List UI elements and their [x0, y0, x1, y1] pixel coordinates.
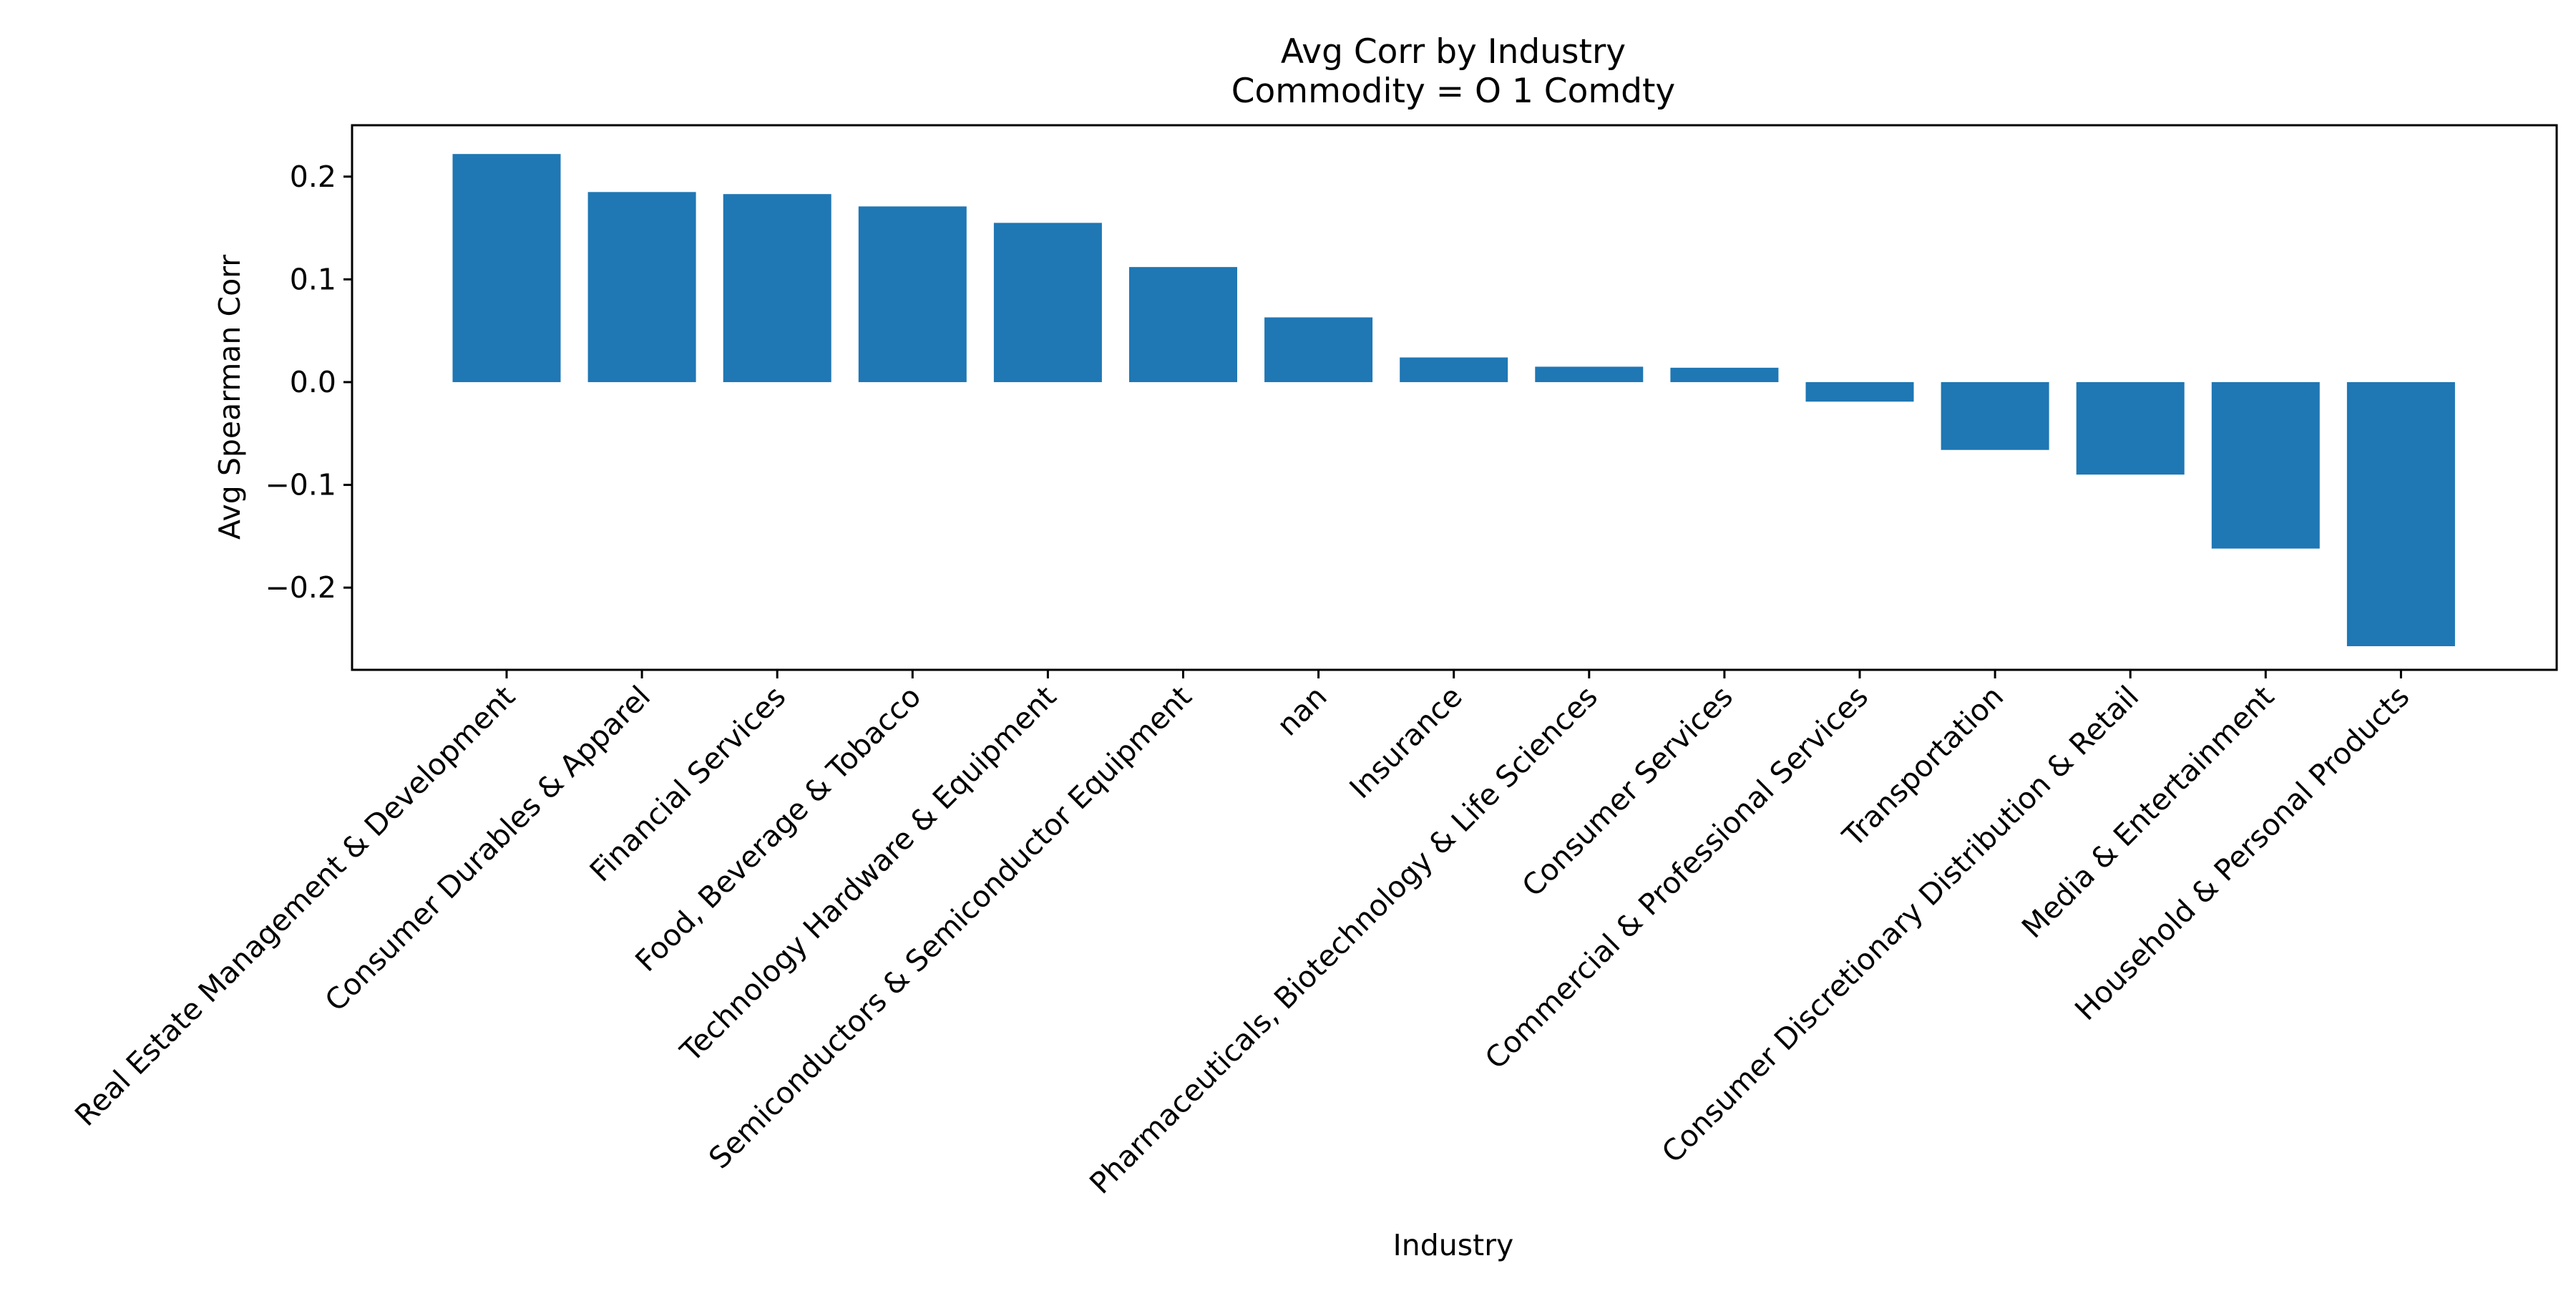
chart-title: Avg Corr by Industry — [1281, 32, 1626, 72]
bar-5 — [993, 223, 1102, 382]
chart-subtitle: Commodity = O 1 Comdty — [1231, 72, 1676, 111]
x-tick-label: Semiconductors & Semiconductor Equipment — [702, 679, 1198, 1175]
bar-2 — [587, 192, 696, 382]
bar-1 — [452, 154, 561, 382]
bar-8 — [1400, 357, 1508, 382]
y-axis-label: Avg Spearman Corr — [213, 255, 247, 540]
x-axis-label: Industry — [1393, 1228, 1514, 1262]
y-axis: −0.2 −0.1 0.0 0.1 0.2 — [265, 160, 352, 605]
x-tick-label: Pharmaceuticals, Biotechnology & Life Sc… — [1083, 679, 1604, 1201]
bar-10 — [1670, 367, 1779, 382]
x-tick-label: nan — [1270, 679, 1333, 742]
x-tick-label: Food, Beverage & Tobacco — [628, 679, 927, 978]
y-tick-label: 0.2 — [290, 160, 336, 194]
bar-6 — [1129, 267, 1237, 382]
bar-9 — [1535, 366, 1644, 382]
y-tick-label: 0.1 — [290, 262, 336, 296]
bars-layer — [452, 154, 2455, 646]
bar-12 — [1941, 381, 2049, 450]
bar-13 — [2076, 381, 2185, 475]
bar-11 — [1805, 381, 1914, 402]
y-tick-label: −0.1 — [265, 468, 336, 502]
y-tick-label: 0.0 — [290, 365, 336, 399]
x-tick-label: Insurance — [1343, 679, 1469, 805]
x-tick-label: Consumer Discretionary Distribution & Re… — [1655, 679, 2145, 1169]
bar-15 — [2346, 381, 2455, 646]
bar-7 — [1264, 317, 1373, 382]
y-tick-label: −0.2 — [265, 570, 336, 605]
bar-4 — [858, 206, 967, 382]
x-tick-label: Media & Entertainment — [2015, 679, 2280, 945]
x-axis: Real Estate Management & DevelopmentCons… — [68, 670, 2416, 1201]
bar-14 — [2211, 381, 2320, 549]
bar-3 — [723, 194, 831, 382]
